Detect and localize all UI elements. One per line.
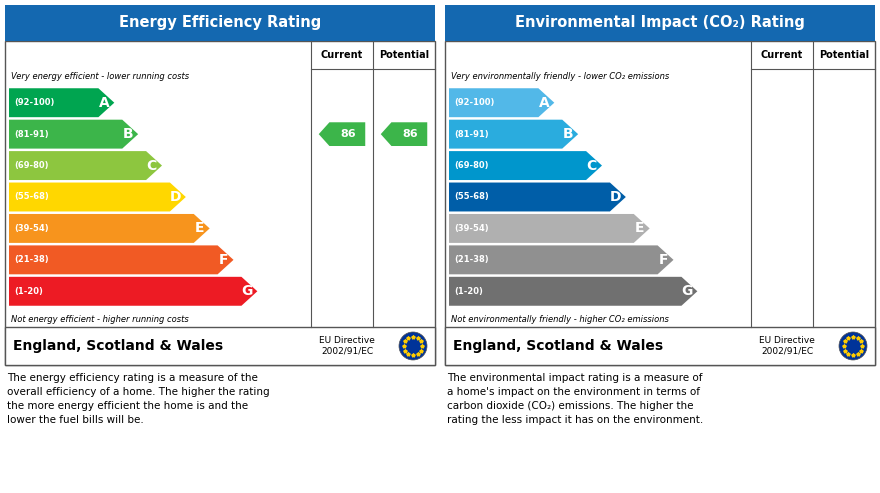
Text: 86: 86 bbox=[402, 129, 418, 139]
Circle shape bbox=[399, 332, 427, 360]
Text: Very energy efficient - lower running costs: Very energy efficient - lower running co… bbox=[11, 72, 189, 81]
Circle shape bbox=[839, 332, 867, 360]
Text: (55-68): (55-68) bbox=[14, 192, 48, 202]
Bar bbox=[445, 327, 875, 365]
Bar bbox=[5, 327, 435, 365]
Text: D: D bbox=[610, 190, 621, 204]
Polygon shape bbox=[9, 246, 233, 274]
Text: (1-20): (1-20) bbox=[454, 287, 483, 296]
Text: (39-54): (39-54) bbox=[454, 224, 488, 233]
Polygon shape bbox=[9, 214, 209, 243]
Text: (81-91): (81-91) bbox=[14, 130, 48, 139]
Text: lower the fuel bills will be.: lower the fuel bills will be. bbox=[7, 415, 143, 425]
Bar bbox=[445, 41, 875, 365]
Text: (21-38): (21-38) bbox=[454, 255, 488, 264]
Bar bbox=[445, 5, 875, 41]
Polygon shape bbox=[9, 88, 114, 117]
Polygon shape bbox=[9, 120, 138, 148]
Text: C: C bbox=[587, 159, 597, 173]
Text: A: A bbox=[99, 96, 109, 110]
Text: E: E bbox=[634, 221, 644, 236]
Text: 86: 86 bbox=[341, 129, 356, 139]
Text: Very environmentally friendly - lower CO₂ emissions: Very environmentally friendly - lower CO… bbox=[451, 72, 670, 81]
Text: Not environmentally friendly - higher CO₂ emissions: Not environmentally friendly - higher CO… bbox=[451, 315, 669, 324]
Polygon shape bbox=[9, 151, 162, 180]
Text: F: F bbox=[658, 253, 668, 267]
Text: D: D bbox=[170, 190, 181, 204]
Text: Energy Efficiency Rating: Energy Efficiency Rating bbox=[119, 15, 321, 31]
Text: The energy efficiency rating is a measure of the: The energy efficiency rating is a measur… bbox=[7, 373, 258, 383]
Polygon shape bbox=[449, 277, 697, 306]
Text: Potential: Potential bbox=[379, 50, 429, 60]
Text: England, Scotland & Wales: England, Scotland & Wales bbox=[453, 339, 664, 353]
Polygon shape bbox=[449, 246, 673, 274]
Text: B: B bbox=[562, 127, 573, 141]
Polygon shape bbox=[449, 120, 578, 148]
Text: F: F bbox=[218, 253, 228, 267]
Text: C: C bbox=[147, 159, 157, 173]
Text: (39-54): (39-54) bbox=[14, 224, 48, 233]
Text: carbon dioxide (CO₂) emissions. The higher the: carbon dioxide (CO₂) emissions. The high… bbox=[447, 401, 693, 411]
Bar bbox=[5, 41, 435, 365]
Text: a home's impact on the environment in terms of: a home's impact on the environment in te… bbox=[447, 387, 700, 397]
Text: the more energy efficient the home is and the: the more energy efficient the home is an… bbox=[7, 401, 248, 411]
Polygon shape bbox=[319, 122, 365, 146]
Text: Potential: Potential bbox=[819, 50, 869, 60]
Bar bbox=[5, 5, 435, 41]
Text: (81-91): (81-91) bbox=[454, 130, 488, 139]
Text: England, Scotland & Wales: England, Scotland & Wales bbox=[13, 339, 224, 353]
Text: (92-100): (92-100) bbox=[454, 98, 495, 107]
Text: B: B bbox=[122, 127, 133, 141]
Text: (1-20): (1-20) bbox=[14, 287, 43, 296]
Polygon shape bbox=[9, 182, 186, 211]
Text: Not energy efficient - higher running costs: Not energy efficient - higher running co… bbox=[11, 315, 188, 324]
Text: Current: Current bbox=[321, 50, 363, 60]
Text: The environmental impact rating is a measure of: The environmental impact rating is a mea… bbox=[447, 373, 702, 383]
Text: A: A bbox=[539, 96, 549, 110]
Polygon shape bbox=[449, 182, 626, 211]
Text: G: G bbox=[241, 284, 253, 298]
Text: EU Directive
2002/91/EC: EU Directive 2002/91/EC bbox=[759, 336, 815, 356]
Text: (92-100): (92-100) bbox=[14, 98, 55, 107]
Polygon shape bbox=[449, 151, 602, 180]
Text: G: G bbox=[681, 284, 693, 298]
Polygon shape bbox=[381, 122, 428, 146]
Text: overall efficiency of a home. The higher the rating: overall efficiency of a home. The higher… bbox=[7, 387, 269, 397]
Polygon shape bbox=[9, 277, 257, 306]
Text: Environmental Impact (CO₂) Rating: Environmental Impact (CO₂) Rating bbox=[515, 15, 805, 31]
Text: (55-68): (55-68) bbox=[454, 192, 488, 202]
Text: E: E bbox=[194, 221, 204, 236]
Text: rating the less impact it has on the environment.: rating the less impact it has on the env… bbox=[447, 415, 703, 425]
Text: EU Directive
2002/91/EC: EU Directive 2002/91/EC bbox=[319, 336, 375, 356]
Text: Current: Current bbox=[761, 50, 803, 60]
Text: (69-80): (69-80) bbox=[454, 161, 488, 170]
Polygon shape bbox=[449, 88, 554, 117]
Polygon shape bbox=[449, 214, 649, 243]
Text: (69-80): (69-80) bbox=[14, 161, 48, 170]
Text: (21-38): (21-38) bbox=[14, 255, 48, 264]
